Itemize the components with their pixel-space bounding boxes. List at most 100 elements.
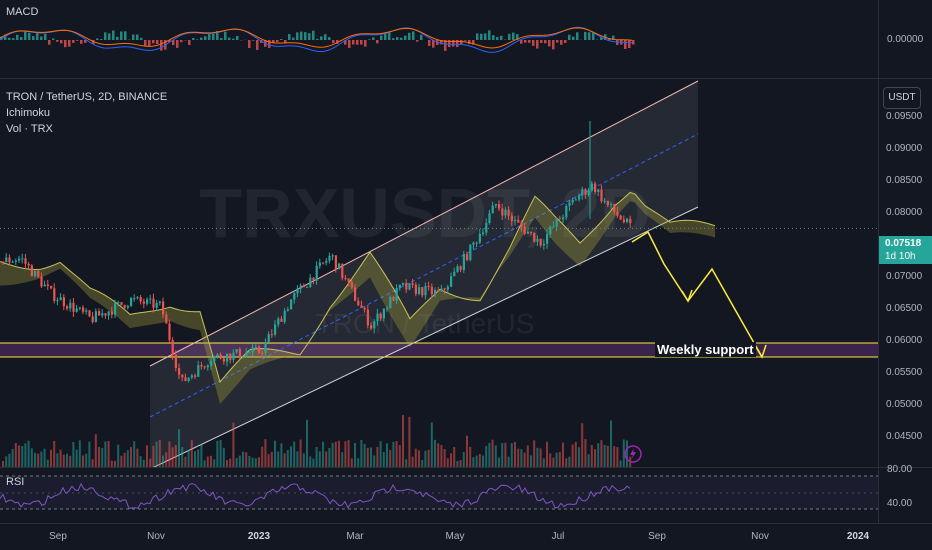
macd-histogram-bar	[576, 32, 579, 40]
candle-body	[478, 234, 481, 243]
macd-histogram-bar	[404, 35, 407, 40]
candle-body	[40, 276, 43, 287]
macd-plot	[0, 26, 635, 53]
time-axis[interactable]	[0, 524, 932, 550]
volume-bar	[555, 452, 558, 467]
macd-histogram-bar	[336, 40, 339, 44]
candle-body	[104, 313, 107, 316]
volume-bar	[533, 440, 536, 467]
main-pane[interactable]: TRXUSDT, 2D TRON / TetherUS	[0, 79, 878, 467]
volume-bar	[568, 456, 571, 467]
macd-histogram-bar	[556, 40, 559, 43]
volume-bar	[62, 454, 65, 467]
volume-bar	[270, 451, 273, 467]
macd-histogram-bar	[288, 34, 291, 40]
volume-bar	[216, 440, 219, 467]
candle-body	[152, 298, 155, 308]
candle-body	[238, 349, 241, 358]
volume-bar	[392, 441, 395, 467]
candle-body	[171, 340, 174, 356]
candle-body	[5, 257, 8, 262]
candle-body	[421, 287, 424, 296]
macd-histogram-bar	[376, 40, 379, 44]
candle-body	[155, 302, 158, 308]
pane-separator[interactable]	[0, 78, 932, 79]
macd-histogram-bar	[268, 40, 271, 48]
price-tick: 0.05000	[886, 399, 923, 410]
volume-bar	[162, 455, 164, 467]
projection-arrowhead	[681, 289, 693, 303]
macd-histogram-bar	[468, 40, 471, 44]
candle-body	[165, 314, 168, 324]
macd-histogram-bar	[392, 38, 395, 40]
volume-bar	[526, 445, 529, 467]
rsi-pane[interactable]: RSI	[0, 468, 878, 523]
symbol-title[interactable]: TRON / TetherUS, 2D, BINANCE	[6, 91, 168, 103]
volume-bar	[549, 453, 552, 467]
candle-body	[408, 283, 411, 290]
candle-body	[232, 352, 235, 360]
pane-separator[interactable]	[0, 467, 932, 468]
price-axis[interactable]: USDT	[878, 79, 932, 467]
volume-bar	[315, 447, 318, 467]
macd-histogram-bar	[564, 40, 567, 44]
candle-body	[251, 347, 254, 353]
candle-body	[622, 219, 625, 223]
candle-body	[158, 301, 161, 303]
macd-histogram-bar	[228, 37, 231, 40]
macd-histogram-bar	[256, 40, 259, 50]
currency-button[interactable]: USDT	[883, 87, 921, 109]
candle-body	[334, 255, 337, 270]
candle-body	[98, 311, 101, 316]
candle-body	[203, 366, 206, 368]
volume-bar	[50, 449, 52, 467]
price-tick: 0.08500	[886, 175, 923, 186]
macd-pane[interactable]: MACD	[0, 0, 878, 78]
candle-body	[482, 232, 485, 235]
macd-histogram-bar	[200, 37, 203, 40]
channel-midline	[149, 133, 699, 418]
candle-body	[536, 238, 539, 242]
volume-bar	[370, 447, 372, 467]
macd-histogram-bar	[560, 40, 563, 45]
macd-histogram-bar	[304, 32, 307, 40]
time-tick: Mar	[346, 531, 364, 542]
volume-bar	[510, 443, 513, 467]
volume-bar	[302, 453, 305, 467]
candle-body	[552, 226, 555, 228]
macd-histogram-bar	[520, 40, 523, 44]
candle-body	[178, 367, 181, 375]
macd-histogram-bar	[56, 40, 59, 42]
candle-body	[443, 288, 446, 290]
volume-bar	[446, 458, 449, 467]
macd-histogram-bar	[100, 38, 103, 40]
candle-body	[187, 377, 190, 381]
candle-body	[62, 297, 65, 307]
candle-body	[34, 270, 37, 277]
candle-body	[318, 262, 321, 266]
candle-body	[30, 265, 33, 277]
candle-body	[293, 293, 296, 300]
volume-bar	[120, 455, 123, 467]
macd-histogram-bar	[84, 40, 87, 43]
time-tick: Sep	[648, 531, 666, 542]
ichimoku-indicator-label[interactable]: Ichimoku	[6, 107, 51, 119]
candle-body	[382, 308, 385, 319]
volume-bar	[101, 447, 104, 467]
volume-bar	[219, 439, 222, 467]
volume-bar	[619, 460, 622, 467]
last-price-tag: 0.07518 1d 10h	[879, 236, 932, 264]
volume-bar	[8, 453, 11, 467]
macd-histogram-bar	[172, 40, 175, 46]
candle-body	[389, 297, 392, 309]
macd-histogram-bar	[64, 40, 67, 48]
volume-bar	[587, 454, 590, 467]
macd-histogram-bar	[144, 40, 147, 46]
volume-bar	[571, 444, 574, 467]
volume-bar	[344, 441, 347, 467]
volume-indicator-label[interactable]: Vol · TRX	[6, 123, 53, 135]
volume-bar	[325, 451, 328, 467]
candle-body	[328, 255, 331, 261]
rsi-tick-40: 40.00	[887, 498, 913, 509]
projection-path	[631, 230, 763, 358]
